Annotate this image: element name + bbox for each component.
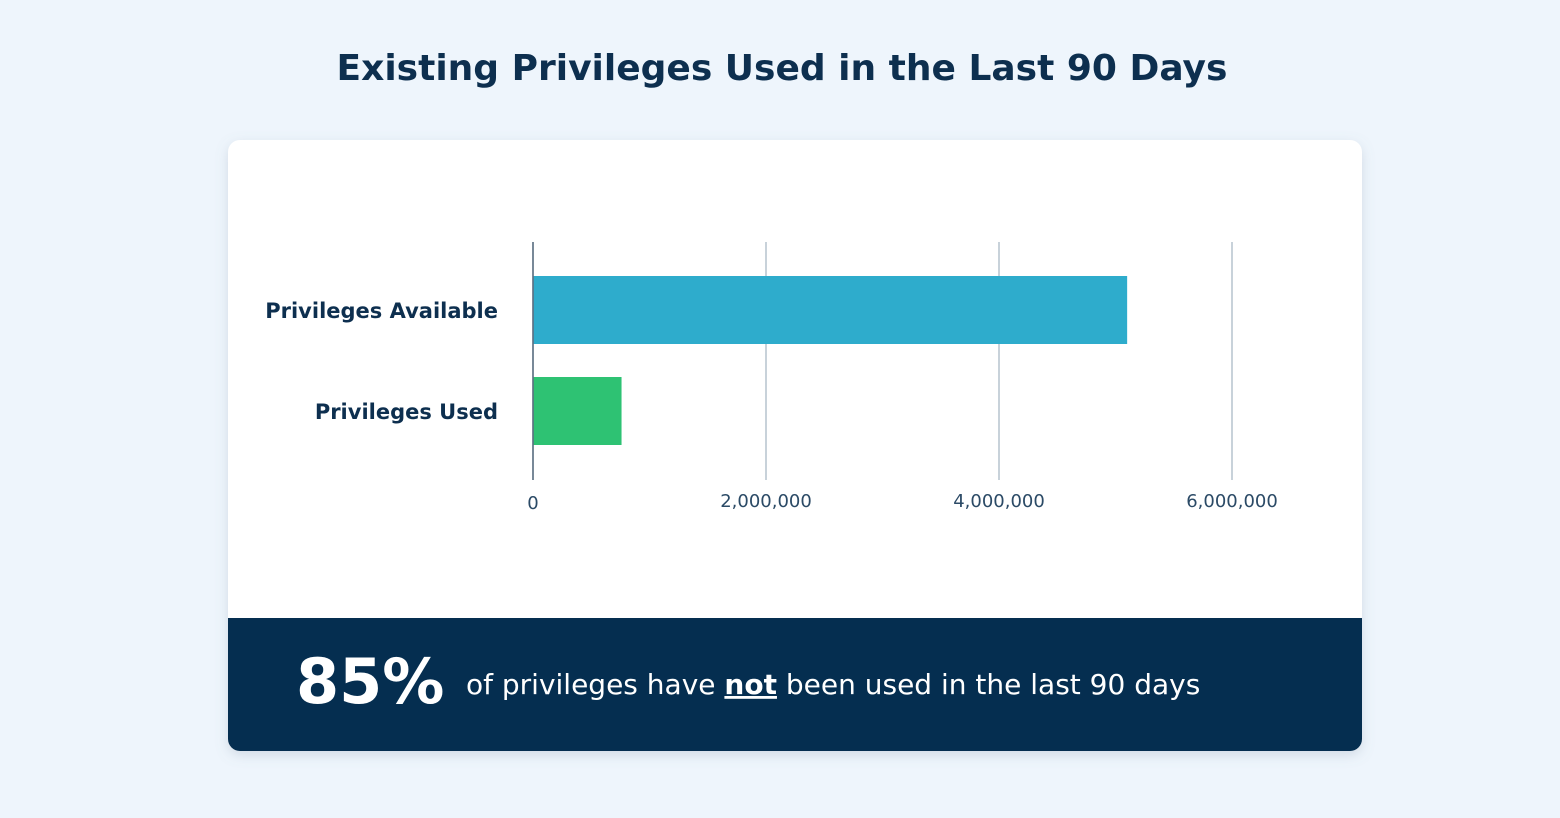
callout-figure: 85%: [296, 645, 444, 718]
x-tick-label: 4,000,000: [953, 491, 1045, 512]
callout-text-before: of privileges have: [466, 668, 716, 701]
bar: [533, 276, 1128, 344]
plot-area: 0 2,000,000 4,000,000 6,000,000 Privileges A…: [265, 242, 1278, 514]
y-tick-label: Privileges Used: [315, 400, 498, 424]
callout-background: [228, 618, 1362, 751]
bar: [533, 377, 622, 445]
callout-band: [228, 618, 1362, 751]
x-tick-label: 2,000,000: [720, 491, 812, 512]
y-tick-label: Privileges Available: [265, 299, 498, 323]
x-tick-label: 6,000,000: [1186, 491, 1278, 512]
callout-text-after: been used in the last 90 days: [786, 668, 1200, 701]
x-tick-label: 0: [527, 493, 538, 514]
callout-emphasis: not: [724, 668, 777, 701]
callout-text: of privileges have not been used in the …: [466, 668, 1200, 701]
chart-title: Existing Privileges Used in the Last 90 …: [337, 48, 1228, 89]
